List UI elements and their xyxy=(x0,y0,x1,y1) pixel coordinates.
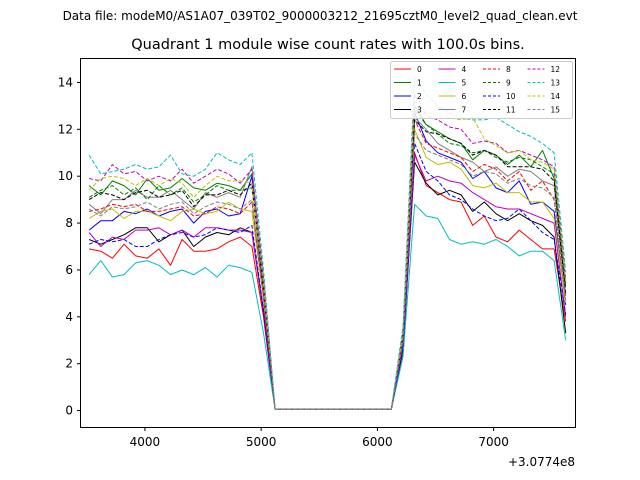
y-tick-label: 4 xyxy=(65,310,73,324)
series-line-13 xyxy=(88,77,567,410)
series-line-11 xyxy=(88,119,567,410)
series-line-3 xyxy=(88,161,567,410)
legend-label-1: 1 xyxy=(417,79,422,88)
x-axis-offset-label: +3.0774e8 xyxy=(508,455,575,469)
series-line-7 xyxy=(88,117,567,410)
legend-label-0: 0 xyxy=(417,65,422,74)
y-tick-label: 8 xyxy=(65,216,73,230)
series-line-0 xyxy=(89,152,567,410)
plot-frame xyxy=(80,58,576,428)
legend-label-12: 12 xyxy=(551,65,561,74)
y-tick-label: 10 xyxy=(58,169,73,183)
series-line-8 xyxy=(88,119,567,410)
legend-label-9: 9 xyxy=(506,79,511,88)
x-tick-label: 7000 xyxy=(478,435,509,449)
legend-label-2: 2 xyxy=(417,92,422,101)
series-line-2 xyxy=(88,112,567,410)
series-line-10 xyxy=(88,142,567,410)
y-tick-label: 2 xyxy=(65,357,73,371)
legend-label-15: 15 xyxy=(551,106,561,115)
series-line-6 xyxy=(88,128,567,410)
legend-label-4: 4 xyxy=(462,65,467,74)
legend-label-14: 14 xyxy=(551,92,561,101)
y-axis: 0 2 4 6 8 10 12 14 xyxy=(58,75,81,418)
x-tick-label: 5000 xyxy=(246,435,277,449)
series-line-15 xyxy=(88,133,567,410)
legend-label-3: 3 xyxy=(417,106,422,115)
legend-label-6: 6 xyxy=(462,92,467,101)
x-tick-label: 4000 xyxy=(130,435,161,449)
y-tick-label: 0 xyxy=(65,404,73,418)
y-tick-label: 6 xyxy=(65,263,73,277)
legend-label-8: 8 xyxy=(506,65,511,74)
plot-lines xyxy=(88,77,567,410)
chart-title: Quadrant 1 module wise count rates with … xyxy=(131,37,525,53)
series-line-4 xyxy=(88,154,567,410)
legend-label-7: 7 xyxy=(462,106,467,115)
y-tick-label: 14 xyxy=(58,75,73,89)
series-line-1 xyxy=(88,105,567,410)
y-tick-label: 12 xyxy=(58,122,73,136)
series-line-14 xyxy=(88,100,567,410)
series-line-9 xyxy=(88,110,567,410)
legend-label-11: 11 xyxy=(506,106,516,115)
legend-label-13: 13 xyxy=(551,79,561,88)
legend-frame xyxy=(390,61,573,119)
x-axis: 4000 5000 6000 7000 xyxy=(130,427,509,449)
legend-label-10: 10 xyxy=(506,92,516,101)
legend-label-5: 5 xyxy=(462,79,467,88)
series-line-5 xyxy=(88,203,567,410)
figure-suptitle: Data file: modeM0/AS1A07_039T02_90000032… xyxy=(63,9,578,23)
x-tick-label: 6000 xyxy=(362,435,393,449)
